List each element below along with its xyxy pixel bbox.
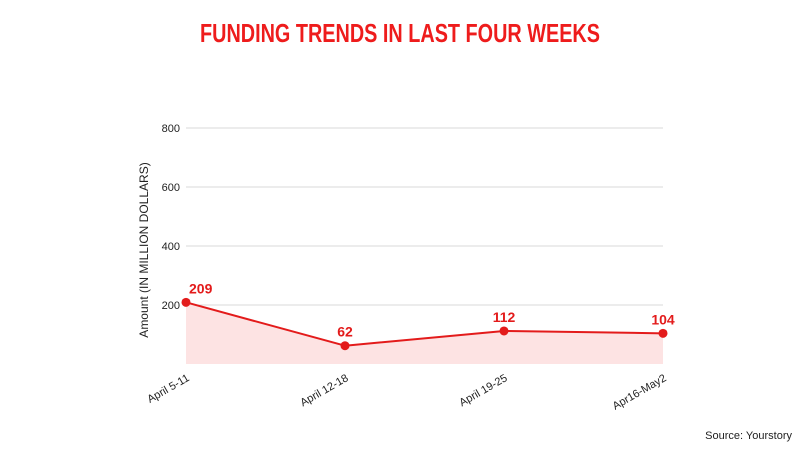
data-label: 104	[651, 311, 675, 327]
y-tick-label: 400	[162, 241, 180, 253]
x-axis-ticks: April 5-11 April 12-18 April 19-25 Apr16-Ma…	[145, 372, 668, 412]
y-tick-label: 800	[162, 123, 180, 135]
data-point	[658, 328, 668, 338]
data-point	[340, 341, 350, 351]
y-axis-ticks: 200 400 600 800	[162, 123, 180, 312]
x-tick-label: Apr16-May2	[611, 372, 669, 412]
data-label: 112	[493, 309, 516, 325]
data-label: 62	[337, 324, 353, 340]
y-tick-label: 200	[162, 300, 180, 312]
series-line	[185, 301, 664, 347]
x-tick-label: April 5-11	[145, 372, 191, 406]
y-tick-label: 600	[162, 182, 180, 194]
data-label: 209	[189, 280, 213, 296]
chart-title: FUNDING TRENDS IN LAST FOUR WEEKS	[200, 18, 600, 48]
gridlines	[186, 127, 663, 306]
source-note: Source: Yourstory	[705, 430, 792, 442]
line-layer	[185, 301, 664, 347]
x-tick-label: April 19-25	[457, 372, 509, 409]
series-area	[186, 302, 663, 364]
y-axis-label: Amount (IN MILLION DOLLARS)	[137, 162, 151, 337]
data-point	[499, 326, 509, 336]
data-point	[181, 297, 191, 307]
area-fill-layer	[186, 302, 663, 364]
data-points	[181, 297, 668, 351]
x-tick-label: April 12-18	[298, 372, 350, 409]
data-labels: 209 62 112 104	[189, 280, 675, 339]
